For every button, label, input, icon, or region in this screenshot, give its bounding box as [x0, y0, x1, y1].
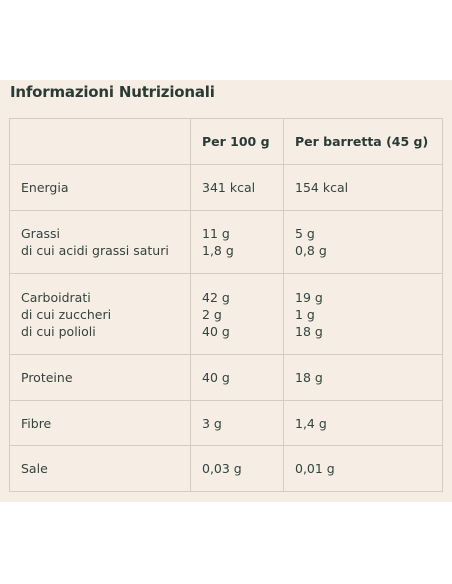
table-row: Carboidrati di cui zuccheri di cui polioli…: [9, 273, 443, 355]
nutrient-label: Energia: [9, 164, 191, 211]
header-per-100g: Per 100 g: [190, 118, 284, 165]
value-per-100g: 341 kcal: [190, 164, 284, 211]
table-row: Fibre 3 g 1,4 g: [9, 400, 443, 446]
value-per-bar: 154 kcal: [283, 164, 443, 211]
nutrient-label: Proteine: [9, 354, 191, 401]
nutrition-panel: Informazioni Nutrizionali Per 100 g Per …: [0, 80, 452, 502]
value-per-100g: 0,03 g: [190, 445, 284, 492]
nutrition-table: Per 100 g Per barretta (45 g) Energia 34…: [9, 118, 443, 492]
header-per-bar: Per barretta (45 g): [283, 118, 443, 165]
value-per-100g: 3 g: [190, 400, 284, 446]
nutrient-label: Grassi di cui acidi grassi saturi: [9, 210, 191, 274]
nutrient-label: Sale: [9, 445, 191, 492]
header-empty: [9, 118, 191, 165]
value-per-bar: 0,01 g: [283, 445, 443, 492]
value-per-bar: 18 g: [283, 354, 443, 401]
section-title: Informazioni Nutrizionali: [10, 83, 215, 101]
value-per-100g: 40 g: [190, 354, 284, 401]
value-per-bar: 5 g 0,8 g: [283, 210, 443, 274]
table-header-row: Per 100 g Per barretta (45 g): [9, 118, 443, 165]
value-per-100g: 11 g 1,8 g: [190, 210, 284, 274]
table-row: Sale 0,03 g 0,01 g: [9, 445, 443, 492]
table-row: Grassi di cui acidi grassi saturi 11 g 1,8…: [9, 210, 443, 274]
table-row: Proteine 40 g 18 g: [9, 354, 443, 401]
nutrient-label: Carboidrati di cui zuccheri di cui polioli: [9, 273, 191, 355]
nutrient-label: Fibre: [9, 400, 191, 446]
table-row: Energia 341 kcal 154 kcal: [9, 164, 443, 211]
value-per-bar: 1,4 g: [283, 400, 443, 446]
